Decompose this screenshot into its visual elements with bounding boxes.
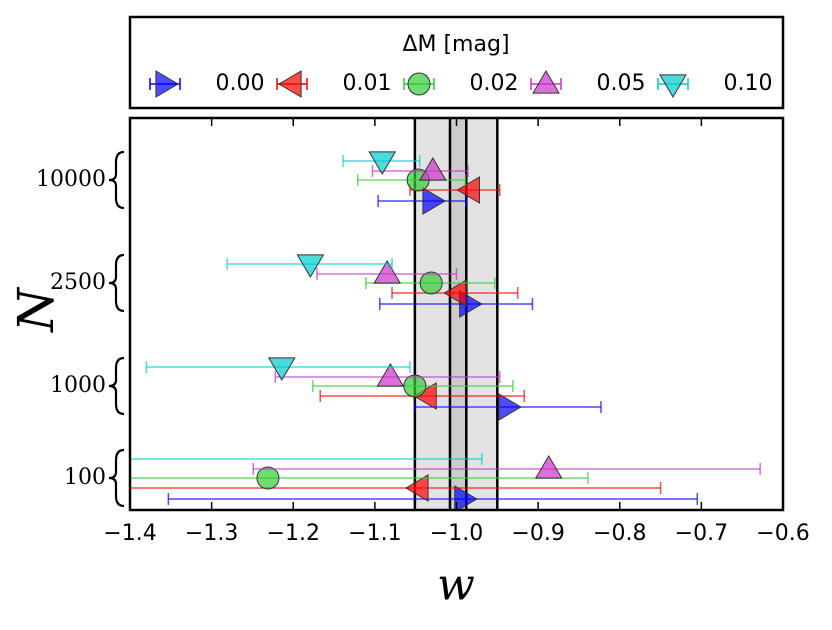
y-tick-label: 1000 (50, 373, 106, 398)
marker (267, 357, 296, 381)
marker (35, 450, 61, 472)
x-tick-label: −1.4 (103, 521, 156, 546)
legend-label: 0.02 (470, 71, 519, 96)
y-tick-label: 100 (64, 465, 106, 490)
plot-area (35, 118, 761, 510)
marker (403, 374, 427, 398)
x-tick-label: −1.1 (348, 521, 401, 546)
x-tick-label: −1.0 (430, 521, 483, 546)
legend-label: 0.01 (343, 71, 392, 96)
y-tick-label: 2500 (50, 270, 106, 295)
band (449, 118, 467, 510)
legend-label: 0.05 (597, 71, 646, 96)
marker (422, 187, 446, 215)
marker (456, 176, 480, 204)
marker (256, 466, 280, 490)
x-tick-label: −0.6 (756, 521, 809, 546)
x-tick-label: −0.7 (675, 521, 728, 546)
x-tick-label: −1.2 (267, 521, 320, 546)
brace (108, 150, 125, 210)
marker (368, 151, 397, 175)
marker (454, 485, 478, 510)
marker (376, 363, 405, 387)
brace (108, 448, 125, 508)
marker (498, 393, 522, 421)
legend-title: ΔM [mag] (402, 32, 509, 57)
x-axis-label: w (437, 560, 475, 611)
marker (532, 70, 560, 94)
marker (278, 70, 302, 98)
marker (296, 254, 325, 278)
legend-label: 0.00 (216, 71, 265, 96)
marker (418, 157, 447, 181)
marker (534, 455, 563, 479)
marker (155, 70, 179, 98)
x-tick-label: −0.8 (593, 521, 646, 546)
y-axis-label: N (7, 286, 65, 333)
y-tick-label: 10000 (36, 167, 106, 192)
legend-label: 0.10 (724, 71, 773, 96)
marker (404, 474, 429, 502)
brace (108, 253, 125, 313)
marker (659, 74, 687, 98)
marker (373, 260, 401, 284)
marker (443, 279, 467, 307)
marker (407, 72, 431, 96)
marker (419, 271, 443, 295)
brace (108, 356, 125, 416)
x-tick-label: −0.9 (511, 521, 564, 546)
x-tick-label: −1.3 (185, 521, 238, 546)
